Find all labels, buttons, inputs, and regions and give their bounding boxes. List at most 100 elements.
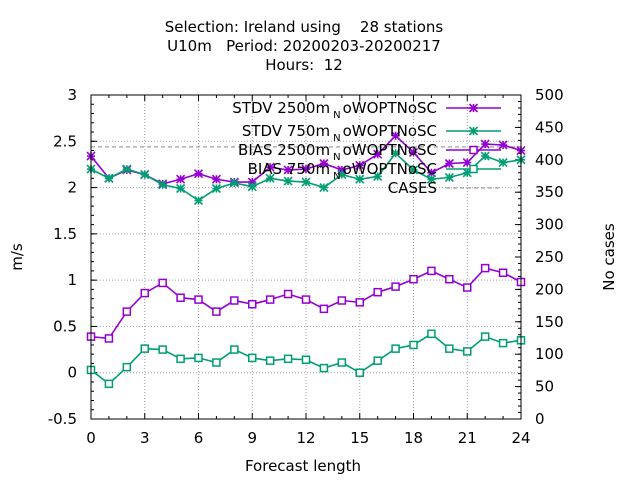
- data-point-stdv-750m-1: [426, 174, 436, 184]
- data-point-bias-750m-3: [230, 345, 239, 354]
- x-tick-label: 18: [404, 429, 423, 447]
- data-point-bias-2500m-2: [498, 268, 508, 277]
- data-point-stdv-2500m-0: [408, 147, 419, 157]
- data-point-stdv-750m-1: [229, 178, 239, 188]
- data-point-stdv-750m-1: [158, 180, 168, 190]
- data-point-bias-750m-3: [337, 358, 347, 367]
- data-point-stdv-750m-1: [104, 173, 114, 183]
- y2-tick-label: 500: [535, 86, 564, 104]
- data-point-stdv-750m-1: [337, 170, 347, 180]
- y-tick-label: 0: [67, 364, 77, 382]
- data-point-stdv-750m-1: [373, 171, 383, 182]
- y-tick-label: 0.5: [53, 317, 77, 335]
- y2-tick-label: 250: [535, 248, 564, 266]
- data-point-stdv-750m-1: [355, 174, 365, 184]
- data-point-bias-750m-3: [194, 353, 203, 363]
- data-point-stdv-750m-1: [193, 195, 204, 206]
- data-point-stdv-750m-1: [480, 151, 490, 161]
- data-point-stdv-750m-1: [176, 183, 186, 194]
- y2-axis-label: No cases: [600, 223, 618, 291]
- y2-tick-label: 150: [535, 313, 564, 331]
- data-point-bias-750m-3: [176, 354, 185, 364]
- title-line-1: Selection: Ireland using 28 stations: [165, 18, 444, 36]
- data-point-bias-2500m-2: [445, 274, 454, 284]
- data-point-stdv-2500m-0: [373, 149, 383, 159]
- plot-frame: [90, 94, 522, 420]
- y-tick-label: 2: [67, 179, 77, 197]
- data-point-bias-750m-3: [104, 379, 114, 389]
- y2-tick-label: 350: [535, 183, 564, 201]
- legend-marker: [468, 126, 479, 136]
- data-point-stdv-750m-1: [211, 183, 221, 194]
- chart-title: Selection: Ireland using 28 stations U10…: [165, 18, 444, 74]
- data-point-bias-750m-3: [463, 347, 472, 356]
- data-point-bias-2500m-2: [355, 298, 364, 307]
- y2-tick-label: 400: [535, 151, 564, 169]
- data-point-bias-2500m-2: [158, 278, 167, 288]
- data-point-bias-2500m-2: [230, 296, 239, 305]
- data-point-bias-750m-3: [140, 344, 149, 353]
- data-point-stdv-2500m-0: [193, 169, 204, 179]
- data-point-stdv-750m-1: [408, 165, 419, 175]
- data-point-stdv-2500m-0: [265, 162, 275, 172]
- data-point-bias-750m-3: [445, 344, 454, 353]
- data-point-bias-2500m-2: [104, 334, 114, 343]
- data-point-bias-750m-3: [158, 345, 167, 354]
- data-point-stdv-2500m-0: [283, 165, 293, 175]
- data-point-bias-750m-3: [301, 355, 311, 365]
- y-tick-labels: -0.5 0 0.5 1 1.5 2 2.5 3: [48, 86, 77, 428]
- data-point-stdv-750m-1: [265, 173, 275, 183]
- data-point-bias-2500m-2: [265, 295, 275, 304]
- x-tick-label: 24: [511, 429, 530, 447]
- data-point-bias-750m-3: [480, 332, 490, 341]
- data-point-bias-750m-3: [427, 329, 436, 339]
- x-tick-label: 9: [247, 429, 257, 447]
- y2-tick-label: 100: [535, 345, 564, 363]
- data-point-bias-750m-3: [498, 338, 508, 348]
- data-point-bias-2500m-2: [140, 288, 149, 298]
- y2-tick-label: 0: [535, 410, 545, 428]
- data-point-bias-2500m-2: [319, 304, 329, 314]
- x-tick-label: 3: [140, 429, 150, 447]
- x-tick-label: 6: [194, 429, 204, 447]
- data-point-bias-2500m-2: [301, 295, 311, 304]
- data-point-bias-750m-3: [391, 344, 400, 353]
- data-point-stdv-750m-1: [283, 176, 293, 186]
- data-point-stdv-2500m-0: [176, 174, 186, 184]
- series-layer: [86, 131, 526, 389]
- legend-label: CASES: [388, 179, 437, 197]
- data-point-bias-2500m-2: [373, 287, 382, 297]
- data-point-bias-750m-3: [212, 358, 221, 367]
- data-point-bias-2500m-2: [194, 295, 203, 304]
- data-point-bias-750m-3: [122, 362, 132, 372]
- y-tick-label: 1.5: [53, 225, 77, 243]
- data-point-bias-2500m-2: [283, 289, 293, 299]
- data-point-bias-750m-3: [248, 353, 257, 363]
- data-point-bias-2500m-2: [463, 283, 472, 292]
- data-point-stdv-2500m-0: [462, 158, 472, 168]
- data-point-bias-2500m-2: [337, 296, 347, 305]
- legend-marker: [469, 164, 478, 174]
- y-tick-label: -0.5: [48, 410, 77, 428]
- y2-tick-label: 450: [535, 118, 564, 136]
- data-point-stdv-2500m-0: [498, 140, 508, 150]
- y2-tick-label: 200: [535, 280, 564, 298]
- x-tick-label: 21: [458, 429, 477, 447]
- x-tick-label: 0: [86, 429, 96, 447]
- data-point-bias-2500m-2: [409, 274, 418, 284]
- data-point-bias-750m-3: [373, 356, 382, 365]
- data-point-bias-2500m-2: [427, 266, 436, 276]
- x-axis-label: Forecast length: [245, 457, 361, 475]
- data-point-bias-750m-3: [319, 363, 329, 373]
- y-axis-label: m/s: [8, 243, 26, 271]
- data-point-bias-2500m-2: [391, 282, 400, 291]
- data-point-stdv-2500m-0: [391, 131, 401, 141]
